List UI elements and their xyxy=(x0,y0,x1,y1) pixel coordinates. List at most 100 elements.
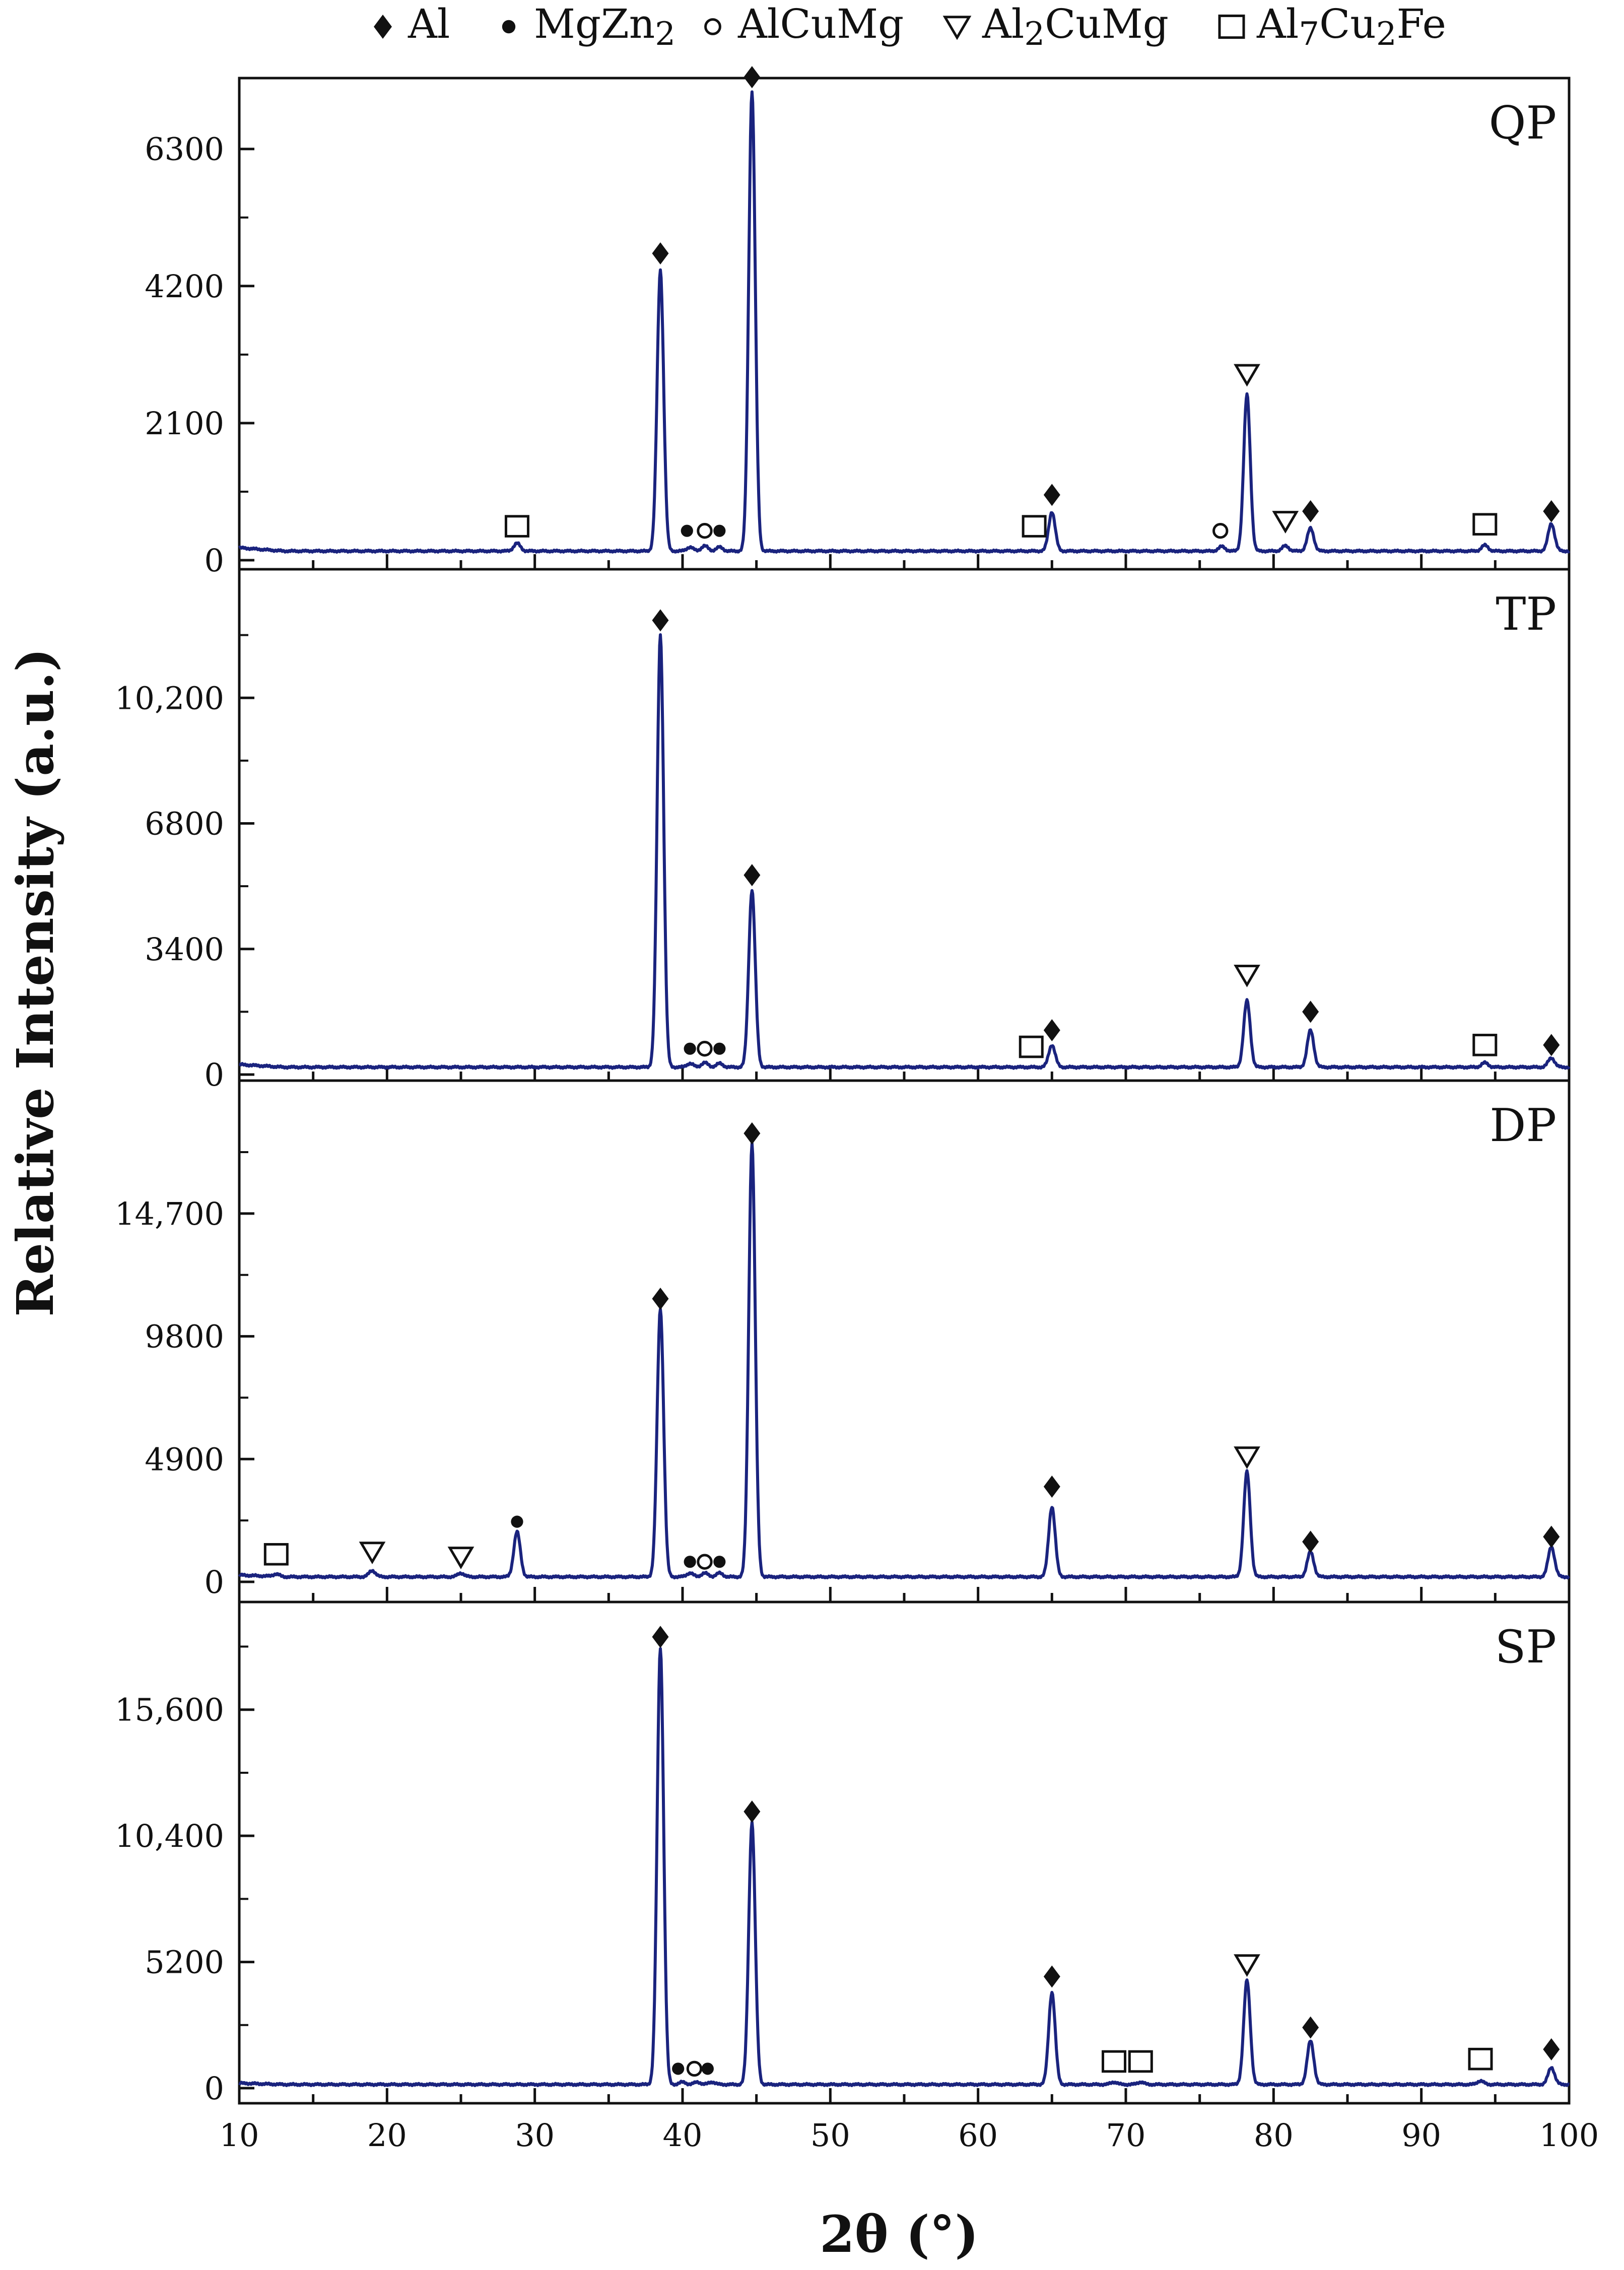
legend-label: Al7Cu2Fe xyxy=(1256,1,1446,53)
peak-marker-dot xyxy=(713,1556,726,1568)
peak-marker-square xyxy=(504,515,529,538)
legend-square-icon xyxy=(1218,14,1245,39)
peak-marker-circle xyxy=(697,522,713,539)
peak-marker-circle xyxy=(697,1040,713,1057)
peak-marker-square xyxy=(1022,515,1047,538)
x-tick-label: 20 xyxy=(367,2117,407,2154)
peak-marker-triangle xyxy=(1234,364,1260,387)
x-tick-label: 30 xyxy=(515,2117,555,2154)
y-tick-label: 4200 xyxy=(145,268,224,305)
peak-marker-diamond xyxy=(1043,1019,1060,1042)
xrd-series-line xyxy=(238,1647,1570,2087)
y-tick-label: 5200 xyxy=(145,1944,224,1981)
y-tick-label: 10,200 xyxy=(115,680,224,716)
peak-marker-diamond xyxy=(743,1800,761,1823)
legend-item-4: Al2CuMg xyxy=(942,1,1169,53)
y-tick-label: 0 xyxy=(205,2070,224,2107)
legend-item-5: Al7Cu2Fe xyxy=(1218,1,1446,53)
peak-marker-dot xyxy=(701,2062,714,2075)
legend-dot-icon xyxy=(502,20,516,34)
xrd-series-line xyxy=(238,633,1571,1070)
peak-marker-diamond xyxy=(652,1287,669,1310)
peak-marker-diamond xyxy=(1543,500,1560,522)
x-tick-label: 10 xyxy=(220,2117,259,2154)
legend: Al MgZn2 AlCuMg Al2CuMg Al7Cu2Fe xyxy=(374,1,1446,53)
y-tick-label: 15,600 xyxy=(115,1692,224,1728)
legend-item-1: Al xyxy=(374,1,450,47)
peak-marker-square xyxy=(1472,1034,1498,1056)
peak-marker-diamond xyxy=(1543,2038,1560,2060)
y-tick-label: 0 xyxy=(205,542,224,579)
peak-marker-triangle xyxy=(1272,511,1299,533)
legend-item-3: AlCuMg xyxy=(704,1,904,47)
y-tick-label: 0 xyxy=(205,1564,224,1600)
legend-label: AlCuMg xyxy=(737,1,904,47)
y-tick-label: 4900 xyxy=(145,1441,224,1478)
peak-marker-square xyxy=(1128,2050,1153,2073)
x-tick-label: 60 xyxy=(958,2117,998,2154)
y-tick-label: 0 xyxy=(205,1056,224,1093)
y-tick-label: 6800 xyxy=(145,806,224,842)
peak-marker-triangle xyxy=(1234,1446,1260,1470)
peak-marker-diamond xyxy=(1543,1034,1560,1056)
legend-label: Al2CuMg xyxy=(982,1,1169,53)
x-axis-title: 2θ (°) xyxy=(820,2205,979,2264)
legend-diamond-icon xyxy=(374,15,392,39)
peak-marker-dot xyxy=(684,1042,696,1055)
x-tick-label: 70 xyxy=(1106,2117,1146,2154)
legend-triangle-icon xyxy=(942,16,972,40)
peak-marker-diamond xyxy=(1043,1476,1060,1498)
peak-marker-triangle xyxy=(447,1547,475,1569)
panel-label: DP xyxy=(1490,1099,1557,1152)
x-tick-label: 80 xyxy=(1254,2117,1294,2154)
peak-marker-diamond xyxy=(1043,484,1060,506)
xrd-series-line xyxy=(238,90,1571,554)
peak-marker-diamond xyxy=(652,242,669,265)
x-axis: 10 20 30 40 50 60 70 80 90 100 xyxy=(220,2117,1599,2154)
x-tick-label: 40 xyxy=(663,2117,703,2154)
peak-marker-dot xyxy=(684,1556,696,1568)
y-tick-label: 14,700 xyxy=(115,1195,224,1232)
peak-marker-diamond xyxy=(1043,1965,1060,1988)
peak-marker-diamond xyxy=(1302,500,1319,522)
panel-tp: 0 3400 6800 10,200 TP xyxy=(115,568,1571,1093)
peak-marker-circle xyxy=(697,1554,713,1570)
peak-marker-circle xyxy=(686,2060,703,2077)
peak-marker-square xyxy=(1472,513,1498,536)
peak-marker-diamond xyxy=(652,609,669,632)
x-tick-label: 100 xyxy=(1539,2117,1599,2154)
peak-marker-diamond xyxy=(652,1626,669,1648)
peak-marker-triangle xyxy=(359,1542,386,1565)
y-tick-label: 3400 xyxy=(145,931,224,968)
peak-marker-circle xyxy=(1212,522,1229,539)
peak-marker-diamond xyxy=(1302,1000,1319,1023)
peak-marker-square xyxy=(1468,2047,1493,2071)
peak-marker-dot xyxy=(672,2062,685,2075)
panel-dp: 0 4900 9800 14,700 DP xyxy=(115,1079,1571,1604)
y-tick-label: 9800 xyxy=(145,1318,224,1355)
peak-marker-triangle xyxy=(1234,964,1260,987)
peak-marker-square xyxy=(1102,2050,1127,2073)
panel-label: SP xyxy=(1495,1621,1557,1674)
chart-panels: 0 2100 4200 6300 QP 0 3400 6800 10,200 TP 0 4900 980… xyxy=(115,66,1571,2107)
peak-marker-dot xyxy=(511,1515,523,1528)
panel-label: TP xyxy=(1496,588,1557,641)
y-tick-label: 10,400 xyxy=(115,1818,224,1854)
peak-marker-diamond xyxy=(743,864,761,887)
peak-marker-diamond xyxy=(1302,1530,1319,1553)
peak-marker-square xyxy=(263,1543,289,1566)
peak-marker-dot xyxy=(713,1042,726,1055)
panel-frame xyxy=(238,1079,1571,1604)
x-tick-label: 50 xyxy=(810,2117,850,2154)
y-tick-label: 6300 xyxy=(145,131,224,168)
panel-frame xyxy=(238,77,1571,571)
panel-frame xyxy=(238,568,1571,1082)
peak-marker-diamond xyxy=(1302,2016,1319,2039)
panel-frame xyxy=(238,1600,1571,2105)
legend-label: MgZn2 xyxy=(534,1,675,53)
peak-marker-triangle xyxy=(1234,1954,1260,1977)
y-tick-label: 2100 xyxy=(145,405,224,442)
peak-marker-dot xyxy=(713,524,726,537)
x-tick-label: 90 xyxy=(1401,2117,1441,2154)
